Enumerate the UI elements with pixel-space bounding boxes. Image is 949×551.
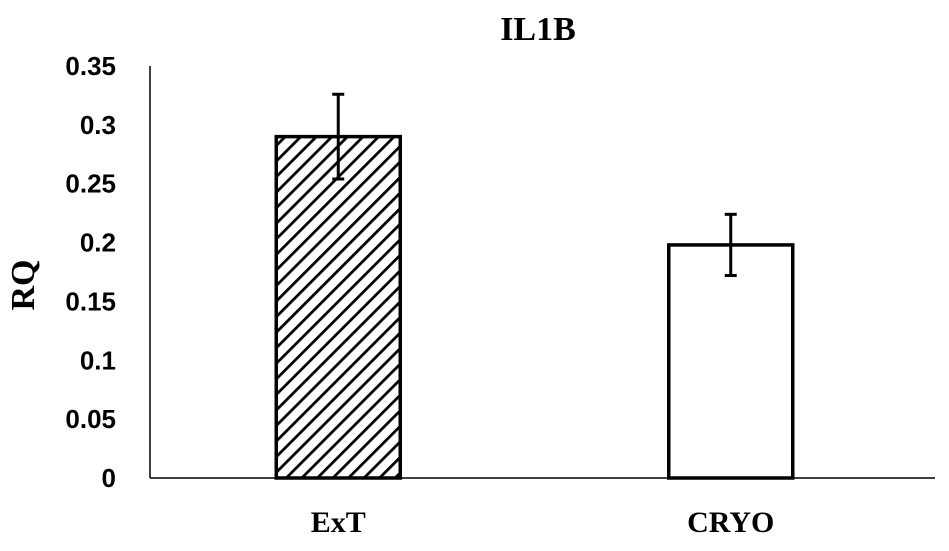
y-tick-label: 0.35: [65, 51, 116, 81]
x-category-label: ExT: [311, 506, 366, 539]
y-tick-label: 0.3: [80, 110, 116, 140]
y-tick-label: 0.05: [65, 404, 116, 434]
y-tick-label: 0.1: [80, 345, 116, 375]
y-tick-label: 0: [102, 463, 116, 493]
error-bars-group: [332, 92, 737, 278]
y-axis-title: RQ: [5, 260, 42, 311]
y-tick-label: 0.15: [65, 286, 116, 316]
chart-title: IL1B: [500, 11, 576, 48]
bar-ext: [274, 134, 402, 480]
error-bar-ext: [332, 92, 345, 181]
x-axis-labels: ExT CRYO: [311, 506, 775, 539]
bar-cryo: [667, 243, 795, 480]
y-axis-ticks: 0 0.05 0.1 0.15 0.2 0.25 0.3 0.35: [65, 51, 116, 493]
error-bar-cryo: [724, 212, 737, 278]
bars-group: [274, 134, 795, 480]
y-tick-label: 0.2: [80, 228, 116, 258]
y-tick-label: 0.25: [65, 169, 116, 199]
x-category-label: CRYO: [687, 506, 774, 539]
